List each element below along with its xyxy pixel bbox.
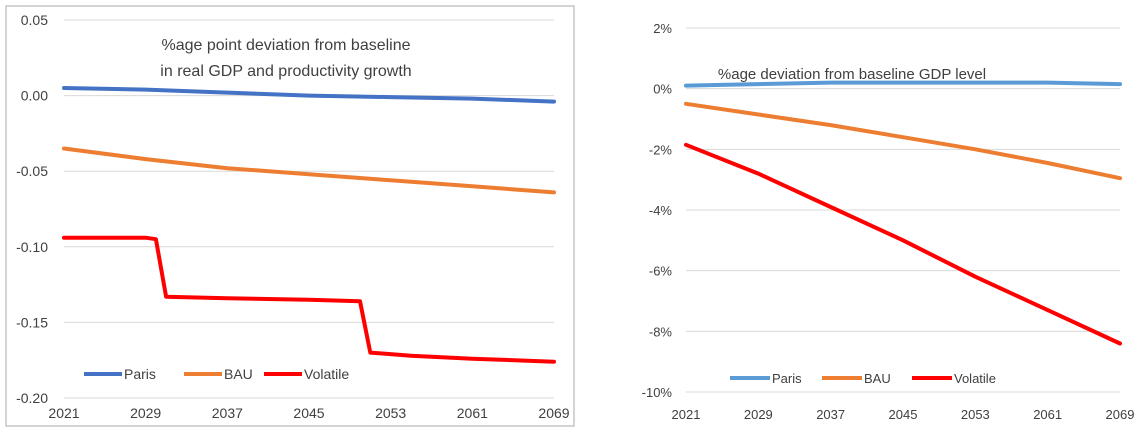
y-tick-label: -4% (649, 203, 673, 218)
y-tick-label: -10% (642, 385, 673, 400)
x-tick-label: 2037 (816, 407, 845, 422)
y-tick-label: 0.05 (21, 12, 48, 28)
series-line-bau (684, 101, 1122, 181)
series-line-paris (62, 86, 556, 104)
chart-title: %age deviation from baseline GDP level (718, 66, 986, 83)
series-line-volatile (684, 142, 1122, 346)
y-tick-label: -0.05 (16, 163, 48, 179)
legend-label-volatile: Volatile (954, 371, 996, 386)
y-tick-label: -0.20 (16, 390, 48, 406)
x-tick-label: 2045 (293, 405, 324, 421)
y-tick-label: -8% (649, 324, 673, 339)
y-tick-label: 0% (653, 82, 672, 97)
x-tick-label: 2061 (457, 405, 488, 421)
gdp-level-deviation-chart: 2% 0% -2% -4% -6% -8% -10% 2021 2029 2037 2045 2053… (642, 21, 1135, 422)
y-tick-label: -6% (649, 264, 673, 279)
chart-subtitle: in real GDP and productivity growth (160, 63, 411, 80)
legend-label-paris: Paris (124, 366, 156, 382)
series-line-paris (684, 80, 1122, 88)
series-line-bau (62, 146, 556, 195)
y-tick-label: -2% (649, 142, 673, 157)
x-tick-label: 2061 (1033, 407, 1062, 422)
x-tick-label: 2053 (961, 407, 990, 422)
left-chart-panel: 0.05 0.00 -0.05 -0.10 -0.15 -0.20 2021 2029 2037… (5, 5, 575, 427)
x-tick-label: 2053 (375, 405, 406, 421)
x-tick-label: 2037 (212, 405, 243, 421)
x-tick-label: 2045 (889, 407, 918, 422)
x-tick-label: 2029 (744, 407, 773, 422)
chart-frame (5, 5, 575, 427)
legend-label-volatile: Volatile (304, 366, 349, 382)
y-tick-label: -0.10 (16, 239, 48, 255)
x-tick-label: 2021 (48, 405, 79, 421)
x-tick-label: 2069 (538, 405, 569, 421)
chart-title: %age point deviation from baseline (161, 37, 410, 54)
legend-label-paris: Paris (772, 371, 802, 386)
right-chart-panel: 2% 0% -2% -4% -6% -8% -10% 2021 2029 2037 2045 2053… (632, 0, 1138, 432)
series-line-volatile (62, 235, 556, 364)
legend-label-bau: BAU (864, 371, 891, 386)
x-tick-label: 2069 (1106, 407, 1135, 422)
y-tick-label: 0.00 (21, 88, 48, 104)
y-tick-label: 2% (653, 21, 672, 36)
x-tick-label: 2021 (672, 407, 701, 422)
legend-label-bau: BAU (224, 366, 253, 382)
x-tick-label: 2029 (130, 405, 161, 421)
y-tick-label: -0.15 (16, 314, 48, 330)
